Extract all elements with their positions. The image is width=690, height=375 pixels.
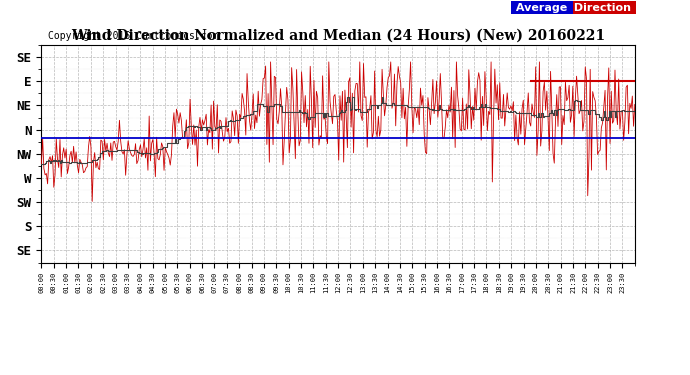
Text: Direction: Direction <box>570 3 635 13</box>
Text: Average: Average <box>512 3 571 13</box>
Title: Wind Direction Normalized and Median (24 Hours) (New) 20160221: Wind Direction Normalized and Median (24… <box>71 28 605 42</box>
Text: Copyright 2016 Cartronics.com: Copyright 2016 Cartronics.com <box>48 32 219 41</box>
